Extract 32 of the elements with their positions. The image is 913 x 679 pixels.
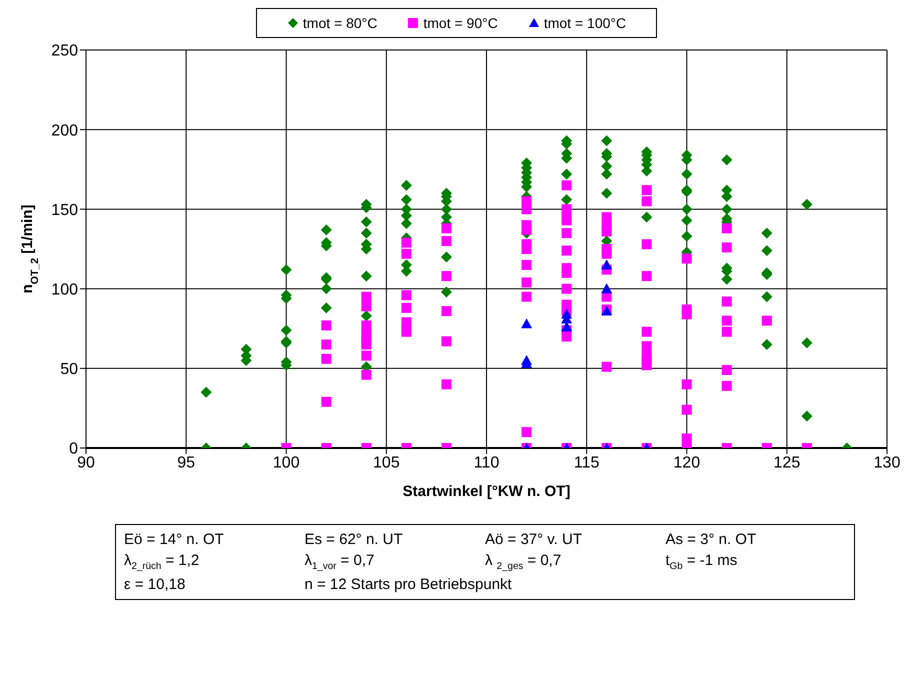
y-tick-label: 50 [60, 361, 78, 378]
point [601, 283, 612, 294]
x-tick-label: 110 [474, 454, 500, 472]
x-tick-label: 130 [874, 454, 900, 472]
point [601, 259, 612, 270]
text: n = 12 Starts pro Betriebspunkt [304, 576, 512, 593]
text: Aö = 37° v. UT [485, 531, 582, 548]
text: Es = 62° n. UT [304, 531, 403, 548]
y-tick-label: 250 [51, 42, 78, 60]
y-tick-label: 100 [51, 281, 78, 298]
legend-label: tmot = 100°C [544, 15, 626, 31]
y-tick-label: 200 [51, 122, 78, 140]
x-tick-label: 120 [673, 454, 700, 472]
text: As = 3° n. OT [666, 531, 756, 548]
text: λ$_{1_vor}$ = 0,7 [304, 552, 374, 572]
x-axis-title: Startwinkel [°KW n. OT] [402, 483, 570, 500]
text: ε = 10,18 [124, 576, 186, 593]
x-tick-label: 115 [574, 454, 600, 472]
x-tick-label: 100 [272, 454, 300, 472]
x-tick-label: 125 [774, 454, 800, 472]
text: λ $_{2_ges}$ = 0,7 [485, 552, 562, 572]
text: λ$_{2_rüch}$ = 1,2 [124, 552, 200, 572]
y-tick-label: 150 [51, 202, 78, 219]
text: t$_{Gb}$ = -1 ms [666, 552, 738, 572]
legend-label: tmot = 80°C [302, 15, 378, 31]
x-tick-label: 95 [177, 454, 196, 472]
y-tick-label: 0 [69, 440, 78, 458]
x-tick-label: 90 [77, 454, 95, 472]
x-tick-label: 105 [373, 454, 400, 472]
text: Eö = 14° n. OT [124, 531, 224, 548]
legend-label: tmot = 90°C [423, 15, 498, 31]
point [521, 318, 532, 328]
